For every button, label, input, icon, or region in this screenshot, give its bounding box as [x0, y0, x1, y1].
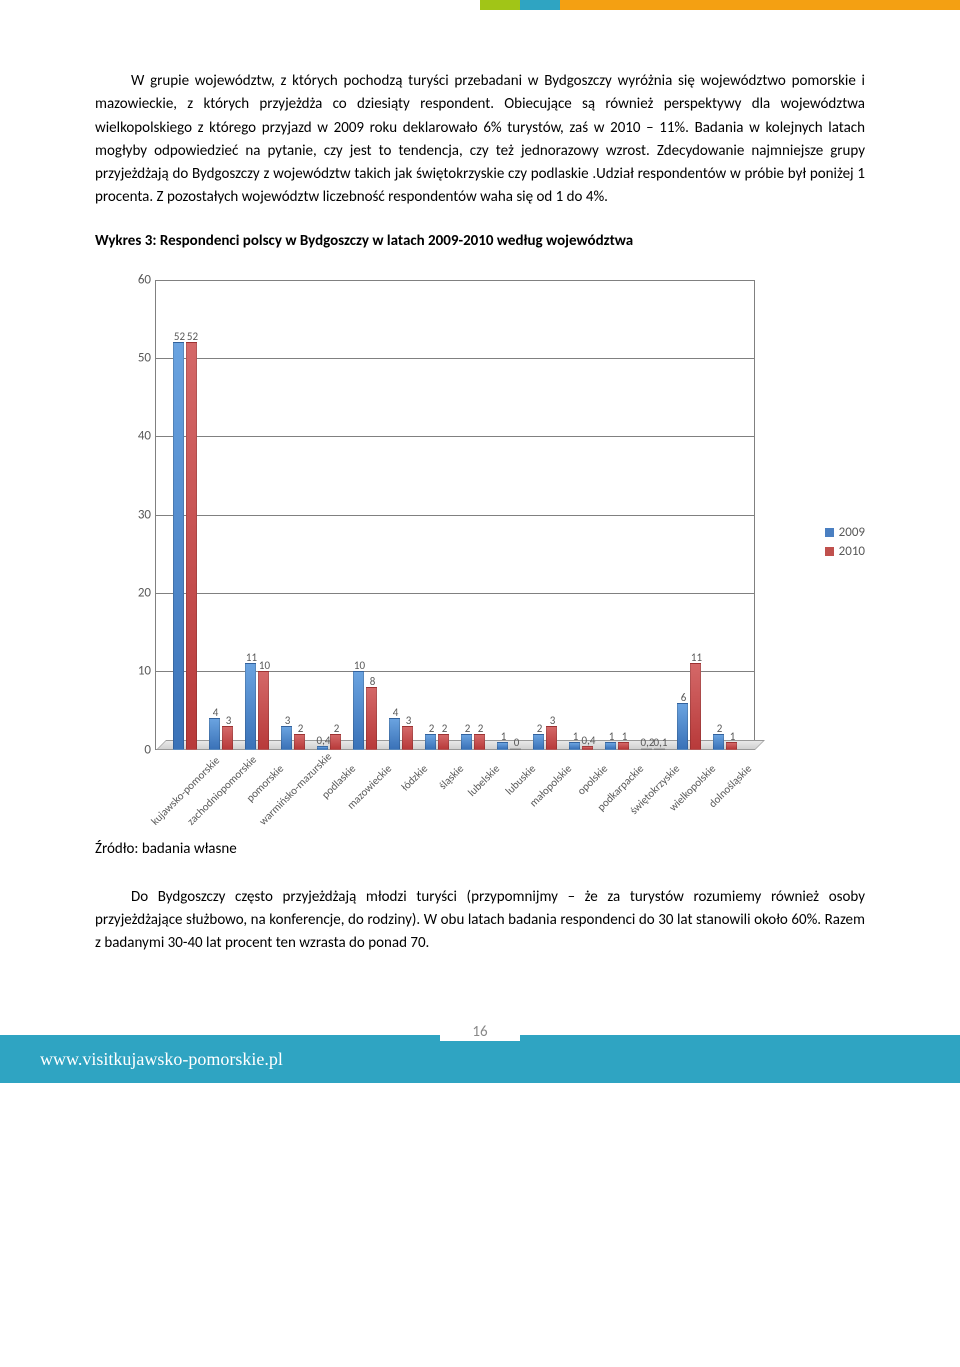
top-band-segment [0, 0, 480, 10]
bar-2009: 4 [389, 718, 400, 749]
bar-2010: 1 [618, 742, 629, 750]
top-band-segment [560, 0, 960, 10]
bar-value-label: 1 [501, 730, 507, 743]
y-tick-label: 30 [123, 507, 151, 522]
bar-value-label: 0,4 [317, 734, 331, 747]
bar-2009: 4 [209, 718, 220, 749]
bar-value-label: 2 [442, 722, 448, 735]
bar-2009: 11 [245, 663, 256, 749]
page-footer: www.visitkujawsko-pomorskie.pl 16 [0, 1035, 960, 1083]
page-number: 16 [440, 1021, 520, 1041]
bar-value-label: 2 [298, 722, 304, 735]
bar-2009: 0,2 [641, 748, 652, 750]
bar-value-label: 2 [478, 722, 484, 735]
category-label: kujawsko-pomorskie [148, 762, 214, 828]
bar-value-label: 2 [465, 722, 471, 735]
bar-value-label: 52 [187, 330, 198, 343]
bar-2010: 3 [546, 726, 557, 750]
bar-2010: 1 [726, 742, 737, 750]
bar-value-label: 6 [681, 691, 687, 704]
y-tick-label: 20 [123, 585, 151, 600]
bar-2009: 2 [461, 734, 472, 750]
paragraph-1: W grupie województw, z których pochodzą … [95, 70, 865, 210]
paragraph-2: Do Bydgoszczy często przyjeżdżają młodzi… [95, 886, 865, 956]
bar-2009: 1 [605, 742, 616, 750]
bar-2009: 1 [497, 742, 508, 750]
bars-layer: 5252431110320,42108432222102310,4110,20,… [155, 280, 755, 750]
legend-label: 2009 [839, 525, 865, 540]
bar-2010: 2 [330, 734, 341, 750]
legend-item: 2009 [825, 525, 865, 540]
footer-url: www.visitkujawsko-pomorskie.pl [40, 1049, 283, 1070]
bar-value-label: 52 [174, 330, 185, 343]
bar-value-label: 8 [370, 675, 376, 688]
bar-value-label: 0,4 [582, 734, 596, 747]
bar-2010: 0,4 [582, 746, 593, 749]
bar-value-label: 2 [717, 722, 723, 735]
bar-value-label: 3 [226, 714, 232, 727]
bar-2010: 2 [438, 734, 449, 750]
bar-2009: 0,4 [317, 746, 328, 749]
bar-value-label: 1 [573, 730, 579, 743]
bar-value-label: 10 [259, 659, 270, 672]
bar-2010: 8 [366, 687, 377, 750]
bar-value-label: 2 [537, 722, 543, 735]
page-content: W grupie województw, z których pochodzą … [0, 0, 960, 955]
legend-swatch [825, 547, 834, 556]
bar-2009: 52 [173, 342, 184, 749]
bar-2010: 2 [294, 734, 305, 750]
bar-2009: 2 [533, 734, 544, 750]
bar-value-label: 3 [406, 714, 412, 727]
bar-2009: 2 [425, 734, 436, 750]
y-tick-label: 0 [123, 742, 151, 757]
y-tick-label: 60 [123, 272, 151, 287]
bar-value-label: 1 [730, 730, 736, 743]
chart-title: Wykres 3: Respondenci polscy w Bydgoszcz… [95, 232, 865, 250]
bar-chart: 0102030405060 5252431110320,421084322221… [95, 270, 865, 830]
bar-2009: 1 [569, 742, 580, 750]
bar-2010: 0,1 [654, 748, 665, 750]
y-tick-label: 40 [123, 429, 151, 444]
legend-swatch [825, 528, 834, 537]
bar-2010: 11 [690, 663, 701, 749]
legend-label: 2010 [839, 544, 865, 559]
bar-2010: 2 [474, 734, 485, 750]
legend-item: 2010 [825, 544, 865, 559]
y-tick-label: 10 [123, 664, 151, 679]
bar-value-label: 2 [334, 722, 340, 735]
bar-2010: 10 [258, 671, 269, 749]
bar-value-label: 0,1 [654, 736, 668, 749]
bar-2009: 10 [353, 671, 364, 749]
bar-2010: 3 [402, 726, 413, 750]
y-tick-label: 50 [123, 350, 151, 365]
bar-value-label: 11 [246, 651, 257, 664]
bar-value-label: 11 [691, 651, 702, 664]
bar-value-label: 10 [354, 659, 365, 672]
bar-value-label: 4 [213, 706, 219, 719]
top-band-segment [520, 0, 560, 10]
bar-2009: 2 [713, 734, 724, 750]
chart-legend: 2009 2010 [825, 525, 865, 563]
bar-2009: 6 [677, 703, 688, 750]
top-color-band [0, 0, 960, 10]
bar-2009: 3 [281, 726, 292, 750]
bar-value-label: 0 [514, 736, 520, 749]
bar-2010: 52 [186, 342, 197, 749]
bar-value-label: 3 [550, 714, 556, 727]
bar-value-label: 1 [609, 730, 615, 743]
top-band-segment [480, 0, 520, 10]
bar-value-label: 3 [285, 714, 291, 727]
bar-2010: 3 [222, 726, 233, 750]
bar-value-label: 2 [429, 722, 435, 735]
bar-value-label: 4 [393, 706, 399, 719]
bar-2010: 0 [510, 748, 521, 750]
bar-value-label: 1 [622, 730, 628, 743]
bar-value-label: 0,2 [641, 736, 655, 749]
chart-source: Źródło: badania własne [95, 840, 865, 858]
